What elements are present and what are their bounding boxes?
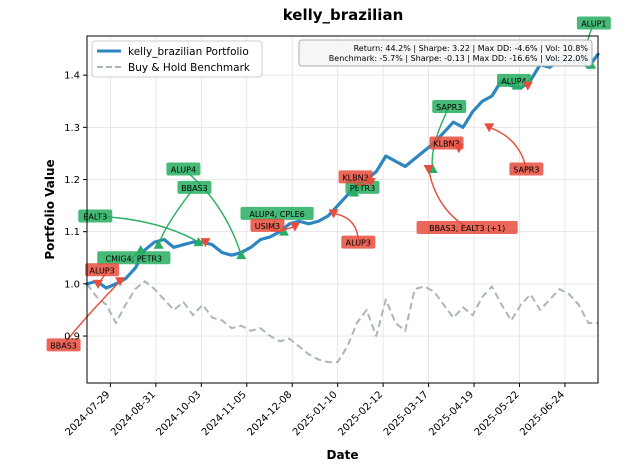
legend-label: Buy & Hold Benchmark xyxy=(128,62,251,74)
annotation-box xyxy=(496,73,531,87)
sell-marker xyxy=(93,279,104,289)
annotation-label: BBAS3 xyxy=(50,341,77,350)
annotation-box xyxy=(576,16,611,30)
legend-box xyxy=(91,40,263,78)
sell-signal xyxy=(522,81,533,91)
sell-signal xyxy=(200,238,211,248)
sell-signal: ALUP3 xyxy=(328,209,376,249)
x-axis-label: Date xyxy=(327,448,359,462)
sell-marker xyxy=(423,165,434,175)
annotation-box xyxy=(46,338,81,352)
annotation-label: EALT3 xyxy=(83,213,107,222)
buy-marker xyxy=(349,187,360,197)
legend-label: kelly_brazilian Portfolio xyxy=(128,46,249,58)
plot-frame xyxy=(86,35,599,384)
y-tick-label: 1.2 xyxy=(64,175,80,186)
y-tick-label: 1.1 xyxy=(64,227,80,238)
stats-background xyxy=(298,39,593,67)
buy-signal: PETR3 xyxy=(345,180,380,197)
stats-line: Benchmark: -5.7% | Sharpe: -0.13 | Max D… xyxy=(329,54,589,63)
annotation-box xyxy=(177,180,212,194)
x-tick-label: 2024-07-29 xyxy=(64,389,113,438)
x-tick-label: 2025-02-12 xyxy=(336,389,385,438)
y-axis-label: Portfolio Value xyxy=(43,159,57,259)
y-tick-label: 0.9 xyxy=(64,332,80,343)
sell-marker xyxy=(289,222,300,232)
annotation-box xyxy=(97,251,171,265)
sell-marker xyxy=(328,209,339,219)
sell-marker xyxy=(365,178,376,188)
x-tick-label: 2025-05-22 xyxy=(473,389,522,438)
sell-signal: KLBN3 xyxy=(338,170,376,188)
x-tick-label: 2024-10-03 xyxy=(155,389,204,438)
annotation-label: ALUP1 xyxy=(581,19,606,28)
annotation-box xyxy=(338,170,373,184)
stats-box: Return: 44.2% | Sharpe: 3.22 | Max DD: -… xyxy=(298,39,593,67)
buy-signal: ALUP4 xyxy=(496,73,531,90)
annotation-box xyxy=(509,162,544,176)
x-tick-label: 2025-04-19 xyxy=(427,389,476,438)
x-tick-label: 2025-06-24 xyxy=(518,389,567,438)
annotation-label: KLBN3 xyxy=(342,173,368,182)
x-tick-label: 2025-03-17 xyxy=(382,389,431,438)
annotation-label: ALUP3 xyxy=(346,239,371,248)
annotation-box xyxy=(429,136,464,150)
annotation-label: BBAS3 xyxy=(181,184,208,193)
annotation-label: SAPR3 xyxy=(436,103,462,112)
annotation-label: ALUP4 xyxy=(501,77,526,86)
annotation-arrow xyxy=(157,186,195,245)
buy-signal: BBAS3 xyxy=(153,180,212,249)
x-tick-label: 2024-12-08 xyxy=(245,389,294,438)
x-tick-label: 2025-01-10 xyxy=(291,389,340,438)
annotation-label: ALUP4, CPLE6 xyxy=(249,210,304,219)
sell-marker xyxy=(453,144,464,154)
sell-signal: KLBN3 xyxy=(429,136,464,154)
chart-title: kelly_brazilian xyxy=(283,6,404,24)
x-tick-label: 2024-11-05 xyxy=(200,389,249,438)
benchmark-series-line xyxy=(86,280,598,364)
sell-signal: ALUP3 xyxy=(85,263,120,289)
buy-marker xyxy=(153,239,164,249)
annotation-arrow xyxy=(182,168,242,256)
x-tick-label: 2024-08-31 xyxy=(109,389,158,438)
buy-signal: CMIG4, PETR3 xyxy=(97,244,171,265)
buy-marker xyxy=(135,244,146,254)
sell-marker xyxy=(484,123,495,133)
annotation-label: ALUP4 xyxy=(171,166,196,175)
annotation-box xyxy=(85,263,120,277)
sell-marker xyxy=(522,81,533,91)
annotation-box xyxy=(432,99,467,113)
annotation-label: CMIG4, PETR3 xyxy=(106,254,163,263)
legend: kelly_brazilian Portfolio Buy & Hold Benc… xyxy=(91,40,263,78)
annotation-label: SAPR3 xyxy=(513,166,539,175)
annotation-box xyxy=(416,221,518,235)
annotation-box xyxy=(250,218,285,232)
y-tick-label: 1.3 xyxy=(64,123,80,134)
buy-marker xyxy=(236,250,247,260)
sell-signal: SAPR3 xyxy=(484,123,544,176)
annotation-box xyxy=(166,162,201,176)
annotation-label: ALUP3 xyxy=(89,266,114,275)
buy-marker xyxy=(193,237,204,247)
sell-marker xyxy=(200,238,211,248)
annotation-label: PETR3 xyxy=(350,184,375,193)
annotation-arrow xyxy=(427,168,468,229)
sell-signal: USIM3 xyxy=(250,218,300,232)
annotation-box xyxy=(240,206,314,220)
buy-signal: ALUP4 xyxy=(166,162,247,260)
annotation-box xyxy=(341,235,376,249)
sell-signal: BBAS3, EALT3 (+1) xyxy=(416,165,518,235)
buy-marker xyxy=(511,80,522,90)
annotation-label: USIM3 xyxy=(255,222,280,231)
sell-marker xyxy=(115,277,126,287)
y-tick-label: 1.0 xyxy=(64,279,80,290)
buy-signal: EALT3 xyxy=(78,209,204,247)
annotation-label: KLBN3 xyxy=(433,139,459,148)
stats-line: Return: 44.2% | Sharpe: 3.22 | Max DD: -… xyxy=(354,44,589,53)
sell-signal: BBAS3 xyxy=(46,277,126,352)
annotation-label: BBAS3, EALT3 (+1) xyxy=(429,224,505,233)
y-tick-label: 1.4 xyxy=(64,71,80,82)
